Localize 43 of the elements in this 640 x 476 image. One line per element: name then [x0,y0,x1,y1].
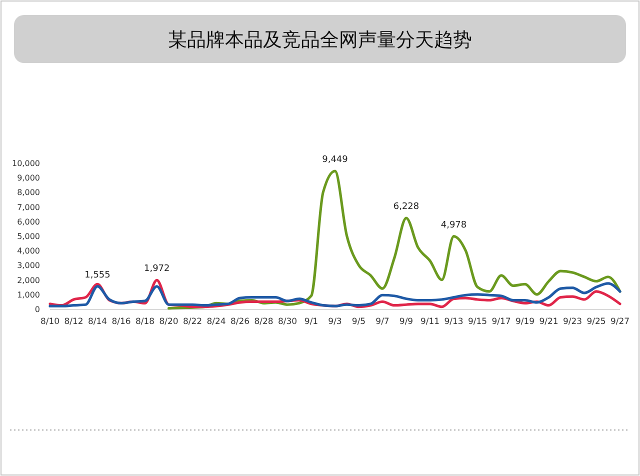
data-label: 4,978 [440,220,467,230]
x-tick-label: 9/1 [304,317,318,327]
y-tick-label: 9,000 [17,174,40,183]
x-tick-label: 9/5 [352,317,366,327]
x-tick-label: 8/24 [206,317,226,327]
x-tick-label: 9/21 [539,317,558,327]
x-tick-label: 9/27 [610,317,630,327]
y-tick-label: 10,000 [12,159,40,168]
x-tick-label: 8/16 [112,317,131,327]
x-tick-label: 8/14 [88,317,108,327]
x-tick-label: 9/11 [420,317,440,327]
y-tick-label: 8,000 [17,188,40,198]
x-tick-label: 8/20 [159,317,178,327]
y-tick-label: 6,000 [17,217,40,226]
x-tick-label: 9/9 [399,317,414,327]
x-tick-label: 9/13 [444,317,464,327]
data-label: 1,555 [84,270,110,280]
x-tick-label: 8/22 [182,317,202,327]
x-tick-label: 9/17 [492,317,511,327]
x-tick-label: 8/26 [230,317,250,327]
x-tick-label: 9/7 [376,317,390,327]
y-tick-label: 0 [34,305,40,314]
data-label: 1,972 [144,264,170,274]
x-tick-label: 8/18 [135,317,155,327]
x-tick-label: 9/23 [562,317,582,327]
x-tick-label: 8/28 [254,317,274,327]
x-tick-label: 9/15 [468,317,488,327]
y-tick-label: 3,000 [17,261,40,270]
x-tick-label: 9/3 [328,317,342,327]
y-tick-label: 1,000 [17,290,40,300]
data-label: 9,449 [322,155,348,166]
x-tick-label: 8/30 [278,317,298,327]
data-label: 6,228 [393,202,420,212]
y-tick-label: 2,000 [17,276,40,285]
x-tick-label: 8/12 [64,317,84,327]
y-tick-label: 7,000 [17,202,40,212]
x-tick-label: 9/25 [586,317,606,327]
x-tick-label: 8/10 [40,317,60,327]
chart-title: 某品牌本品及竞品全网声量分天趋势 [168,29,472,51]
y-tick-label: 4,000 [17,246,40,256]
x-tick-label: 9/19 [515,317,535,327]
y-tick-label: 5,000 [17,232,40,241]
line-series [167,170,622,310]
